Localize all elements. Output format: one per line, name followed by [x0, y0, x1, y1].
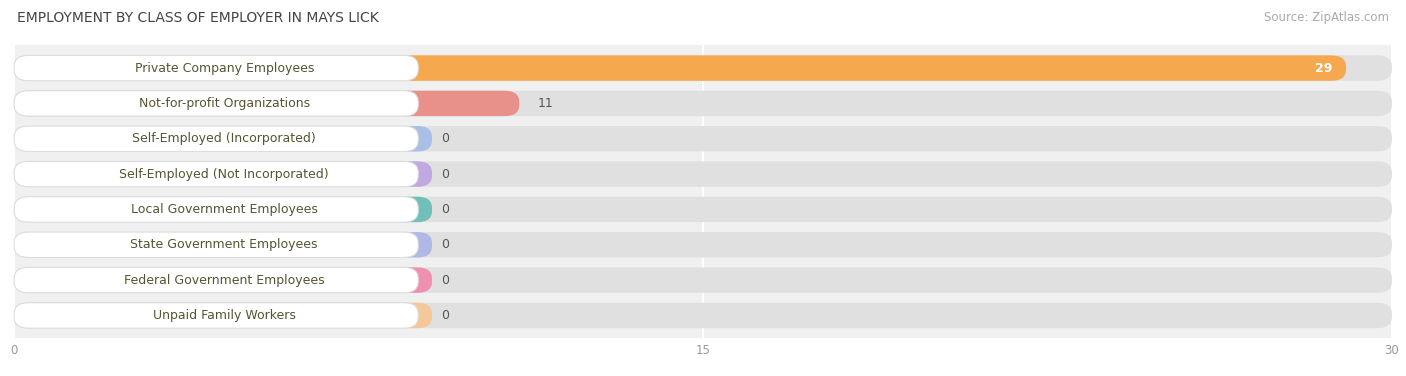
- Text: Federal Government Employees: Federal Government Employees: [124, 274, 325, 287]
- Text: 11: 11: [537, 97, 554, 110]
- Text: Self-Employed (Not Incorporated): Self-Employed (Not Incorporated): [120, 168, 329, 180]
- FancyBboxPatch shape: [14, 232, 418, 258]
- FancyBboxPatch shape: [14, 303, 1392, 328]
- Text: 0: 0: [441, 274, 449, 287]
- FancyBboxPatch shape: [14, 55, 418, 81]
- FancyBboxPatch shape: [14, 126, 432, 152]
- Text: 0: 0: [441, 238, 449, 251]
- Text: Source: ZipAtlas.com: Source: ZipAtlas.com: [1264, 11, 1389, 24]
- FancyBboxPatch shape: [14, 126, 1392, 152]
- Text: 0: 0: [441, 132, 449, 145]
- Text: 0: 0: [441, 168, 449, 180]
- FancyBboxPatch shape: [14, 267, 1392, 293]
- Text: Unpaid Family Workers: Unpaid Family Workers: [153, 309, 295, 322]
- FancyBboxPatch shape: [14, 91, 519, 116]
- FancyBboxPatch shape: [14, 161, 1392, 187]
- FancyBboxPatch shape: [14, 197, 1392, 222]
- Text: State Government Employees: State Government Employees: [131, 238, 318, 251]
- FancyBboxPatch shape: [14, 197, 432, 222]
- FancyBboxPatch shape: [14, 126, 418, 152]
- FancyBboxPatch shape: [14, 267, 418, 293]
- FancyBboxPatch shape: [14, 267, 432, 293]
- FancyBboxPatch shape: [14, 55, 1392, 81]
- Text: 29: 29: [1315, 62, 1333, 74]
- Text: Local Government Employees: Local Government Employees: [131, 203, 318, 216]
- FancyBboxPatch shape: [14, 232, 1392, 258]
- FancyBboxPatch shape: [14, 197, 418, 222]
- FancyBboxPatch shape: [14, 91, 1392, 116]
- FancyBboxPatch shape: [14, 303, 418, 328]
- FancyBboxPatch shape: [14, 232, 432, 258]
- FancyBboxPatch shape: [14, 91, 418, 116]
- Text: Self-Employed (Incorporated): Self-Employed (Incorporated): [132, 132, 316, 145]
- Text: EMPLOYMENT BY CLASS OF EMPLOYER IN MAYS LICK: EMPLOYMENT BY CLASS OF EMPLOYER IN MAYS …: [17, 11, 378, 25]
- FancyBboxPatch shape: [14, 55, 1346, 81]
- Text: 0: 0: [441, 203, 449, 216]
- Text: 0: 0: [441, 309, 449, 322]
- FancyBboxPatch shape: [14, 161, 432, 187]
- FancyBboxPatch shape: [14, 303, 432, 328]
- Text: Private Company Employees: Private Company Employees: [135, 62, 314, 74]
- FancyBboxPatch shape: [14, 161, 418, 187]
- Text: Not-for-profit Organizations: Not-for-profit Organizations: [139, 97, 309, 110]
